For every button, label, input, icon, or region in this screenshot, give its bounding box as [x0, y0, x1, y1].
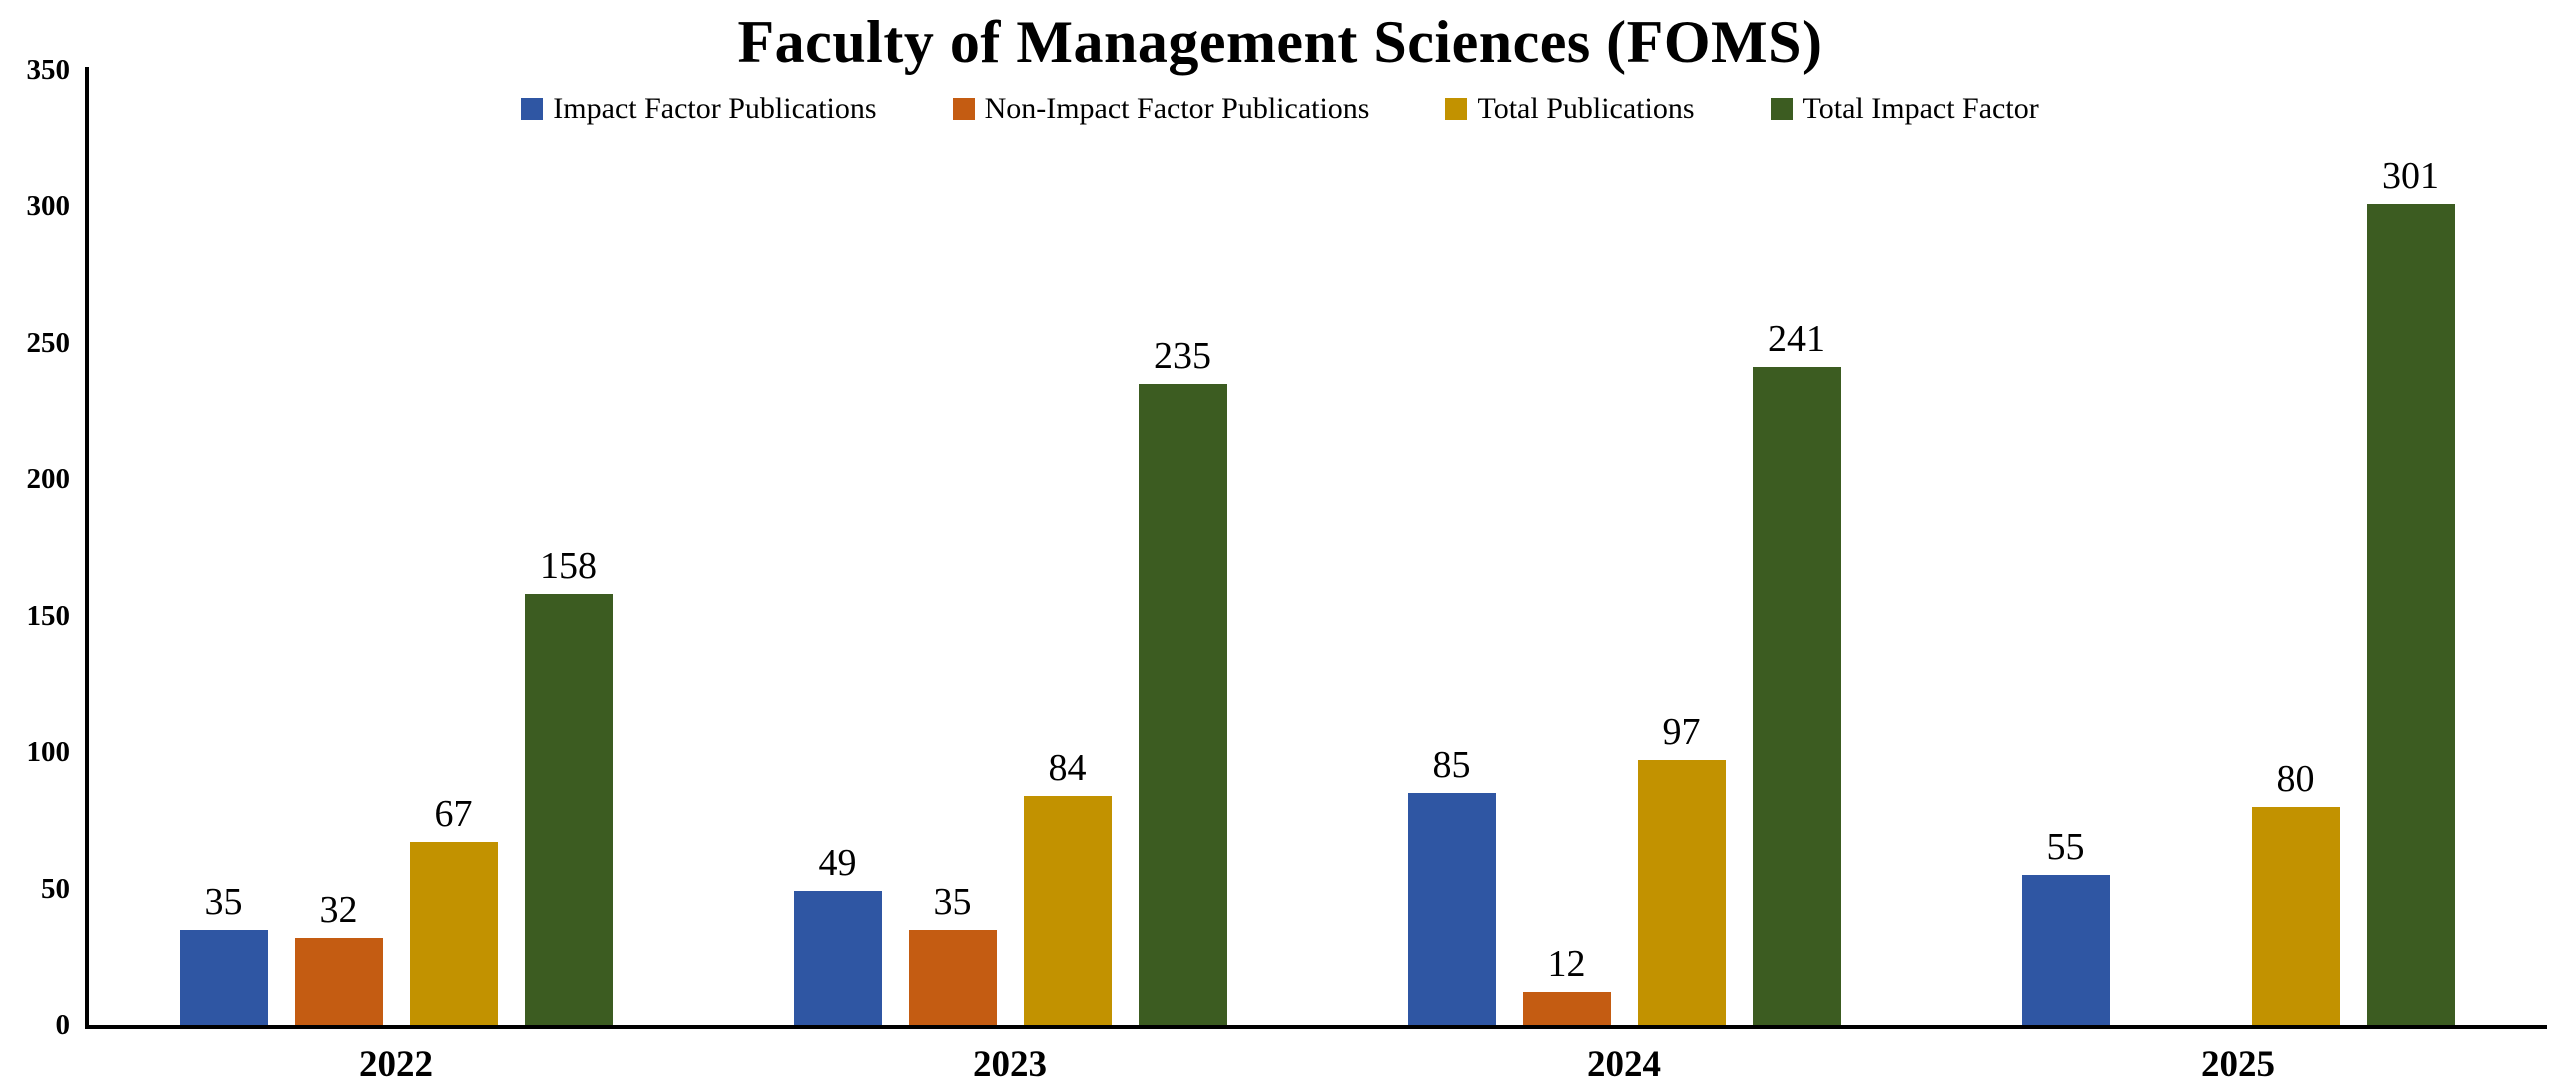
- legend-swatch-icon: [1445, 98, 1468, 120]
- bar-non-impact-factor-publications-2024: [1522, 992, 1611, 1025]
- x-axis-labels: 2022 2023 2024 2025: [89, 1046, 2545, 1083]
- y-axis-line: [85, 67, 89, 1029]
- legend-label: Total Impact Factor: [1802, 92, 2039, 125]
- bar-impact-factor-publications-2022: [179, 929, 268, 1025]
- bar-total-impact-factor-2022: [524, 593, 613, 1025]
- legend-swatch-icon: [1770, 98, 1793, 120]
- x-axis-line: [85, 1025, 2547, 1029]
- bar-slot-non-impact-factor-publications-2023: 35: [908, 70, 997, 1025]
- bar-slot-total-publications-2022: 67: [409, 70, 498, 1025]
- y-tick-label-250: 250: [26, 326, 71, 359]
- bar-value-label: 32: [319, 888, 358, 931]
- bar-slot-total-publications-2024: 97: [1637, 70, 1726, 1025]
- bar-total-impact-factor-2024: [1752, 367, 1841, 1025]
- bar-slot-total-impact-factor-2024: 241: [1752, 70, 1841, 1025]
- bar-value-label: 35: [933, 880, 972, 923]
- x-axis-label-2023: 2023: [973, 1044, 1047, 1085]
- chart-title: Faculty of Management Sciences (FOMS): [737, 9, 1823, 75]
- y-tick-label-150: 150: [26, 599, 71, 632]
- bar-total-publications-2024: [1637, 760, 1726, 1025]
- y-tick-label-50: 50: [41, 872, 70, 905]
- bar-non-impact-factor-publications-2023: [908, 929, 997, 1025]
- bar-slot-total-impact-factor-2025: 301: [2366, 70, 2455, 1025]
- legend-item-non-impact-factor-publications: Non-Impact Factor Publications: [952, 92, 1370, 125]
- bar-value-label: 12: [1547, 943, 1586, 986]
- bar-group-2025: 55 80 301: [1931, 70, 2545, 1025]
- bar-slot-total-impact-factor-2022: 158: [524, 70, 613, 1025]
- bar-total-impact-factor-2023: [1138, 383, 1227, 1025]
- bar-value-label: 241: [1768, 318, 1825, 361]
- bar-group-2024: 85 12 97 241: [1317, 70, 1931, 1025]
- bar-slot-total-impact-factor-2023: 235: [1138, 70, 1227, 1025]
- bar-impact-factor-publications-2025: [2021, 874, 2110, 1025]
- legend-label: Impact Factor Publications: [553, 92, 877, 125]
- legend-item-impact-factor-publications: Impact Factor Publications: [521, 92, 877, 125]
- bar-value-label: 49: [818, 842, 857, 885]
- bar-group-2022: 35 32 67 158: [89, 70, 703, 1025]
- y-axis-ticks: 0 50 100 150 200 250 300 350: [0, 55, 71, 1040]
- x-axis-label-2025: 2025: [2201, 1044, 2275, 1085]
- legend-item-total-publications: Total Publications: [1445, 92, 1695, 125]
- bar-value-label: 235: [1154, 334, 1211, 377]
- bar-value-label: 85: [1432, 744, 1471, 787]
- bar-total-publications-2022: [409, 842, 498, 1025]
- bar-slot-impact-factor-publications-2025: 55: [2021, 70, 2110, 1025]
- bar-value-label: 84: [1048, 746, 1087, 789]
- legend-swatch-icon: [952, 98, 975, 120]
- bar-slot-impact-factor-publications-2024: 85: [1407, 70, 1496, 1025]
- bar-slot-impact-factor-publications-2022: 35: [179, 70, 268, 1025]
- x-axis-label-2022: 2022: [359, 1044, 433, 1085]
- x-axis-label-2024: 2024: [1587, 1044, 1661, 1085]
- legend-label: Total Publications: [1477, 92, 1695, 125]
- bar-value-label: 80: [2276, 757, 2315, 800]
- bar-impact-factor-publications-2023: [793, 891, 882, 1025]
- y-tick-label-100: 100: [26, 736, 71, 769]
- bar-impact-factor-publications-2024: [1407, 793, 1496, 1025]
- bar-value-label: 35: [204, 880, 243, 923]
- bar-slot-non-impact-factor-publications-2022: 32: [294, 70, 383, 1025]
- legend: Impact Factor Publications Non-Impact Fac…: [0, 94, 2560, 124]
- y-tick-label-200: 200: [26, 463, 71, 496]
- bar-slot-total-publications-2025: 80: [2251, 70, 2340, 1025]
- bar-group-2023: 49 35 84 235: [703, 70, 1317, 1025]
- bar-slot-non-impact-factor-publications-2025: [2137, 70, 2225, 1025]
- bar-total-publications-2023: [1023, 795, 1112, 1025]
- bar-non-impact-factor-publications-2022: [294, 937, 383, 1025]
- bar-total-publications-2025: [2251, 806, 2340, 1025]
- bar-slot-total-publications-2023: 84: [1023, 70, 1112, 1025]
- bar-value-label: 55: [2046, 825, 2085, 868]
- legend-item-total-impact-factor: Total Impact Factor: [1770, 92, 2039, 125]
- bar-slot-impact-factor-publications-2023: 49: [793, 70, 882, 1025]
- bar-slot-non-impact-factor-publications-2024: 12: [1522, 70, 1611, 1025]
- legend-label: Non-Impact Factor Publications: [984, 92, 1370, 125]
- y-tick-label-0: 0: [55, 1009, 71, 1041]
- bar-value-label: 301: [2382, 154, 2439, 197]
- bar-total-impact-factor-2025: [2366, 203, 2455, 1025]
- bar-value-label: 67: [434, 793, 473, 836]
- y-tick-label-300: 300: [26, 190, 71, 223]
- bar-value-label: 158: [540, 544, 597, 587]
- bar-value-label: 97: [1662, 711, 1701, 754]
- plot-groups: 35 32 67 158 49 35 84 235 85 12 97 241 55 80 301: [89, 70, 2545, 1025]
- y-tick-label-350: 350: [26, 54, 71, 86]
- legend-swatch-icon: [521, 98, 544, 120]
